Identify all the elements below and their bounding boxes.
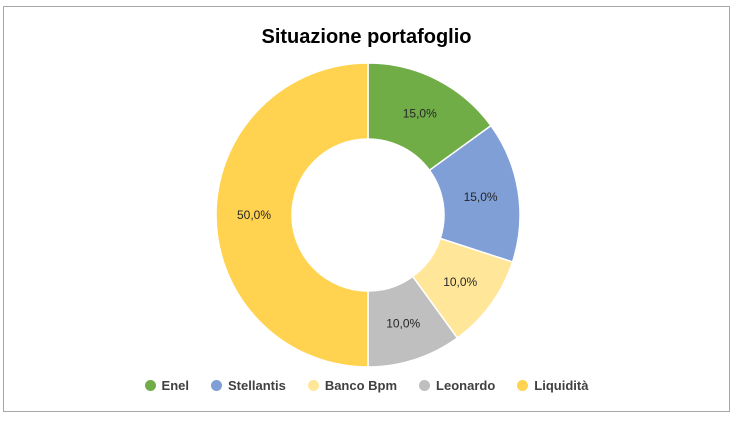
legend-swatch-icon — [517, 380, 529, 391]
data-label-leonardo: 10,0% — [386, 316, 420, 330]
legend-swatch-icon — [211, 380, 223, 391]
data-label-enel: 15,0% — [403, 106, 437, 120]
data-label-banco-bpm: 10,0% — [443, 275, 477, 289]
chart-title: Situazione portafoglio — [261, 26, 472, 48]
chart-legend: Enel Stellantis Banco Bpm Leonardo Liquidità — [4, 378, 729, 393]
legend-label: Stellantis — [228, 378, 286, 393]
donut-chart: 15,0% 15,0% 10,0% 10,0% 50,0% — [215, 62, 521, 368]
legend-label: Liquidità — [534, 378, 589, 393]
data-label-stellantis: 15,0% — [464, 190, 498, 204]
legend-label: Enel — [161, 378, 190, 393]
legend-label: Leonardo — [436, 378, 496, 393]
legend-swatch-icon — [419, 380, 431, 391]
chart-area: Situazione portafoglio 15,0% 15,0% 10,0% 10… — [3, 6, 730, 412]
legend-item-liquidit-: Liquidità — [517, 378, 588, 393]
legend-label: Banco Bpm — [324, 378, 398, 393]
legend-item-enel: Enel — [144, 378, 190, 393]
legend-item-stellantis: Stellantis — [211, 378, 286, 393]
legend-swatch-icon — [144, 380, 156, 391]
legend-item-banco-bpm: Banco Bpm — [307, 378, 398, 393]
slice-liquidit- — [215, 62, 369, 368]
data-label-liquidit-: 50,0% — [237, 208, 271, 222]
legend-item-leonardo: Leonardo — [419, 378, 495, 393]
legend-swatch-icon — [307, 380, 319, 391]
